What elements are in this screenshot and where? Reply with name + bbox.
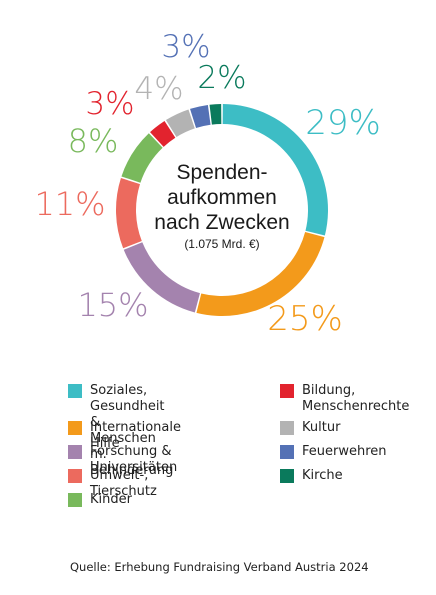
percentage-label: 29%: [305, 103, 381, 143]
percentage-label: 3%: [85, 86, 134, 122]
donut-slice: [222, 104, 328, 236]
center-subtitle: (1.075 Mrd. €): [184, 237, 259, 251]
legend-item: Umwelt-, Tierschutz: [68, 468, 157, 500]
legend-swatch: [68, 445, 82, 459]
donut-slice: [121, 133, 163, 183]
percentage-label: 3%: [161, 29, 210, 65]
legend-label: Kirche: [302, 468, 343, 483]
legend-item: Soziales, Gesundheit & Menschen m. Behind…: [68, 383, 173, 479]
legend-swatch: [68, 493, 82, 507]
legend-item: Internationale Hilfe: [68, 420, 181, 452]
legend-item: Feuerwehren: [280, 444, 387, 460]
legend-item: Kirche: [280, 468, 343, 484]
legend-label: Internationale Hilfe: [90, 420, 181, 451]
legend-label: Soziales, Gesundheit & Menschen m. Behind…: [90, 383, 174, 478]
legend-label: Feuerwehren: [302, 444, 387, 459]
legend-item: Forschung & Universitäten: [68, 444, 177, 476]
legend-swatch: [280, 421, 294, 435]
legend-swatch: [280, 469, 294, 483]
legend-swatch: [280, 445, 294, 459]
percentage-label: 11%: [34, 185, 105, 223]
percentage-label: 4%: [134, 71, 183, 107]
legend-label: Kinder: [90, 492, 132, 507]
legend-swatch: [68, 469, 82, 483]
percentage-label: 15%: [77, 286, 148, 324]
percentage-label: 8%: [68, 122, 119, 160]
donut-chart: 29%25%15%11%8%3% 4%3%2% Spenden- aufkomme…: [34, 29, 380, 339]
donut-slice: [196, 232, 325, 316]
percentage-labels: 29%25%15%11%8%3% 4%3%2%: [34, 29, 380, 339]
donut-slice: [116, 178, 142, 249]
percentage-label: 25%: [267, 299, 343, 339]
legend-label: Forschung & Universitäten: [90, 444, 178, 475]
donut-slices: [116, 104, 328, 316]
legend-label: Umwelt-, Tierschutz: [90, 468, 157, 499]
legend-swatch: [68, 384, 82, 398]
donut-slice: [190, 104, 211, 129]
legend-swatch: [280, 384, 294, 398]
donut-slice: [150, 120, 176, 147]
legend-item: Bildung, Menschenrechte: [280, 383, 409, 415]
legend-label: Bildung, Menschenrechte: [302, 383, 410, 414]
donut-slice: [209, 104, 222, 125]
percentage-label: 2%: [197, 60, 246, 96]
legend-item: Kinder: [68, 492, 132, 508]
legend-label: Kultur: [302, 420, 341, 435]
center-title-line-3: nach Zwecken: [154, 211, 289, 234]
source-note: Quelle: Erhebung Fundraising Verband Aus…: [70, 560, 369, 574]
legend-item: Kultur: [280, 420, 340, 436]
donut-slice: [165, 109, 195, 138]
center-title-line-2: aufkommen: [167, 186, 277, 209]
center-title-line-1: Spenden-: [176, 161, 267, 184]
legend-swatch: [68, 421, 82, 435]
donut-slice: [123, 242, 200, 313]
